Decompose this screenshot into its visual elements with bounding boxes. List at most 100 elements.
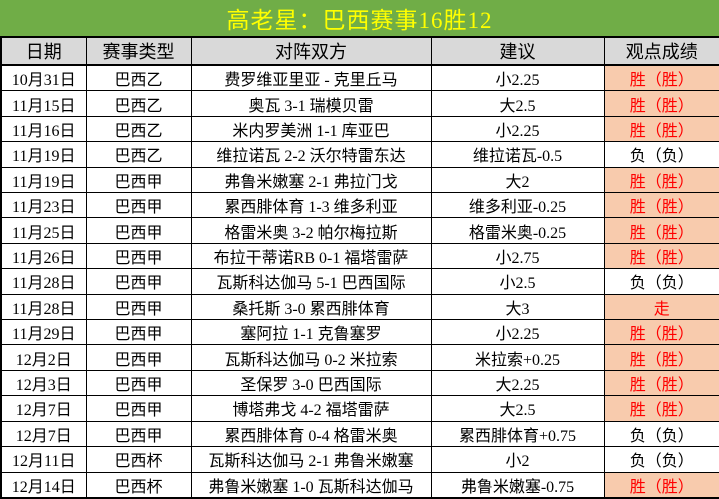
match-cell: 格雷米奥 3-2 帕尔梅拉斯 bbox=[190, 217, 432, 244]
league-cell: 巴西乙 bbox=[85, 115, 192, 143]
result-cell: 负（负） bbox=[603, 420, 719, 448]
league-cell: 巴西甲 bbox=[85, 344, 192, 371]
suggestion-cell: 大2 bbox=[430, 166, 605, 194]
result-cell: 胜（胜） bbox=[603, 192, 719, 219]
table-row: 12月7日 巴西甲 博塔弗戈 4-2 福塔雷萨 大2.5 胜（胜） bbox=[0, 395, 719, 422]
table-row: 11月16日 巴西乙 米内罗美洲 1-1 库亚巴 小2.25 胜（胜） bbox=[0, 115, 719, 143]
table-row: 11月28日 巴西甲 瓦斯科达伽马 5-1 巴西国际 小2.5 负（负） bbox=[0, 268, 719, 295]
table-row: 11月25日 巴西甲 格雷米奥 3-2 帕尔梅拉斯 格雷米奥-0.25 胜（胜） bbox=[0, 217, 719, 244]
table-row: 12月11日 巴西杯 瓦斯科达伽马 2-1 弗鲁米嫩塞 小2 负（负） bbox=[0, 446, 719, 473]
match-cell: 弗鲁米嫩塞 2-1 弗拉门戈 bbox=[190, 166, 432, 194]
match-cell: 奥瓦 3-1 瑞模贝雷 bbox=[190, 90, 432, 117]
header-result: 观点成绩 bbox=[603, 36, 719, 66]
league-cell: 巴西乙 bbox=[85, 141, 192, 168]
match-cell: 桑托斯 3-0 累西腓体育 bbox=[190, 293, 432, 321]
match-cell: 博塔弗戈 4-2 福塔雷萨 bbox=[190, 395, 432, 422]
date-cell: 12月11日 bbox=[0, 446, 87, 473]
league-cell: 巴西甲 bbox=[85, 395, 192, 422]
league-cell: 巴西甲 bbox=[85, 242, 192, 270]
result-cell: 走 bbox=[603, 293, 719, 321]
match-cell: 塞阿拉 1-1 克鲁塞罗 bbox=[190, 319, 432, 346]
table-row: 11月29日 巴西甲 塞阿拉 1-1 克鲁塞罗 小2.25 胜（胜） bbox=[0, 319, 719, 346]
result-cell: 胜（胜） bbox=[603, 344, 719, 371]
page-title: 高老星：巴西赛事16胜12 bbox=[226, 8, 493, 33]
date-cell: 12月2日 bbox=[0, 344, 87, 371]
table-row: 12月2日 巴西甲 瓦斯科达伽马 0-2 米拉索 米拉索+0.25 胜（胜） bbox=[0, 344, 719, 371]
suggestion-cell: 小2.5 bbox=[430, 268, 605, 295]
header-date: 日期 bbox=[0, 36, 87, 66]
suggestion-cell: 维多利亚-0.25 bbox=[430, 192, 605, 219]
suggestion-cell: 弗鲁米嫩塞-0.75 bbox=[430, 471, 605, 499]
matches-table: 日期 赛事类型 对阵双方 建议 观点成绩 10月31日 巴西乙 费罗维亚里亚 -… bbox=[0, 36, 719, 499]
suggestion-cell: 小2 bbox=[430, 446, 605, 473]
match-cell: 累西腓体育 1-3 维多利亚 bbox=[190, 192, 432, 219]
date-cell: 12月7日 bbox=[0, 395, 87, 422]
date-cell: 11月19日 bbox=[0, 166, 87, 194]
league-cell: 巴西乙 bbox=[85, 90, 192, 117]
league-cell: 巴西甲 bbox=[85, 420, 192, 448]
league-cell: 巴西甲 bbox=[85, 369, 192, 397]
header-row: 日期 赛事类型 对阵双方 建议 观点成绩 bbox=[0, 36, 719, 66]
suggestion-cell: 大2.5 bbox=[430, 395, 605, 422]
league-cell: 巴西甲 bbox=[85, 192, 192, 219]
league-cell: 巴西甲 bbox=[85, 166, 192, 194]
suggestion-cell: 小2.25 bbox=[430, 319, 605, 346]
suggestion-cell: 维拉诺瓦-0.5 bbox=[430, 141, 605, 168]
result-cell: 胜（胜） bbox=[603, 90, 719, 117]
header-suggestion: 建议 bbox=[430, 36, 605, 66]
match-cell: 弗鲁米嫩塞 1-0 瓦斯科达伽马 bbox=[190, 471, 432, 499]
result-cell: 负（负） bbox=[603, 141, 719, 168]
match-cell: 米内罗美洲 1-1 库亚巴 bbox=[190, 115, 432, 143]
table-row: 11月19日 巴西乙 维拉诺瓦 2-2 沃尔特雷东达 维拉诺瓦-0.5 负（负） bbox=[0, 141, 719, 168]
suggestion-cell: 大2.5 bbox=[430, 90, 605, 117]
table-row: 12月14日 巴西杯 弗鲁米嫩塞 1-0 瓦斯科达伽马 弗鲁米嫩塞-0.75 胜… bbox=[0, 471, 719, 499]
match-cell: 布拉干蒂诺RB 0-1 福塔雷萨 bbox=[190, 242, 432, 270]
date-cell: 11月16日 bbox=[0, 115, 87, 143]
result-cell: 胜（胜） bbox=[603, 369, 719, 397]
date-cell: 11月28日 bbox=[0, 268, 87, 295]
date-cell: 11月26日 bbox=[0, 242, 87, 270]
suggestion-cell: 米拉索+0.25 bbox=[430, 344, 605, 371]
table-body: 10月31日 巴西乙 费罗维亚里亚 - 克里丘马 小2.25 胜（胜） 11月1… bbox=[0, 64, 719, 499]
result-cell: 负（负） bbox=[603, 268, 719, 295]
result-cell: 胜（胜） bbox=[603, 242, 719, 270]
table-row: 10月31日 巴西乙 费罗维亚里亚 - 克里丘马 小2.25 胜（胜） bbox=[0, 64, 719, 92]
date-cell: 12月3日 bbox=[0, 369, 87, 397]
league-cell: 巴西甲 bbox=[85, 293, 192, 321]
league-cell: 巴西杯 bbox=[85, 471, 192, 499]
match-cell: 累西腓体育 0-4 格雷米奥 bbox=[190, 420, 432, 448]
table-row: 11月23日 巴西甲 累西腓体育 1-3 维多利亚 维多利亚-0.25 胜（胜） bbox=[0, 192, 719, 219]
league-cell: 巴西乙 bbox=[85, 64, 192, 92]
date-cell: 11月23日 bbox=[0, 192, 87, 219]
league-cell: 巴西甲 bbox=[85, 217, 192, 244]
league-cell: 巴西甲 bbox=[85, 319, 192, 346]
date-cell: 12月7日 bbox=[0, 420, 87, 448]
table-row: 11月19日 巴西甲 弗鲁米嫩塞 2-1 弗拉门戈 大2 胜（胜） bbox=[0, 166, 719, 194]
date-cell: 11月19日 bbox=[0, 141, 87, 168]
match-cell: 瓦斯科达伽马 2-1 弗鲁米嫩塞 bbox=[190, 446, 432, 473]
result-cell: 胜（胜） bbox=[603, 64, 719, 92]
table-row: 12月3日 巴西甲 圣保罗 3-0 巴西国际 大2.25 胜（胜） bbox=[0, 369, 719, 397]
suggestion-cell: 小2.25 bbox=[430, 115, 605, 143]
table-row: 11月15日 巴西乙 奥瓦 3-1 瑞模贝雷 大2.5 胜（胜） bbox=[0, 90, 719, 117]
suggestion-cell: 大2.25 bbox=[430, 369, 605, 397]
result-cell: 胜（胜） bbox=[603, 471, 719, 499]
suggestion-cell: 累西腓体育+0.75 bbox=[430, 420, 605, 448]
header-match: 对阵双方 bbox=[190, 36, 432, 66]
result-cell: 胜（胜） bbox=[603, 166, 719, 194]
table-row: 11月28日 巴西甲 桑托斯 3-0 累西腓体育 大3 走 bbox=[0, 293, 719, 321]
result-cell: 胜（胜） bbox=[603, 395, 719, 422]
date-cell: 10月31日 bbox=[0, 64, 87, 92]
match-cell: 维拉诺瓦 2-2 沃尔特雷东达 bbox=[190, 141, 432, 168]
match-cell: 瓦斯科达伽马 5-1 巴西国际 bbox=[190, 268, 432, 295]
league-cell: 巴西杯 bbox=[85, 446, 192, 473]
date-cell: 11月29日 bbox=[0, 319, 87, 346]
suggestion-cell: 小2.25 bbox=[430, 64, 605, 92]
result-cell: 胜（胜） bbox=[603, 217, 719, 244]
match-cell: 圣保罗 3-0 巴西国际 bbox=[190, 369, 432, 397]
date-cell: 12月14日 bbox=[0, 471, 87, 499]
date-cell: 11月15日 bbox=[0, 90, 87, 117]
suggestion-cell: 小2.75 bbox=[430, 242, 605, 270]
date-cell: 11月25日 bbox=[0, 217, 87, 244]
